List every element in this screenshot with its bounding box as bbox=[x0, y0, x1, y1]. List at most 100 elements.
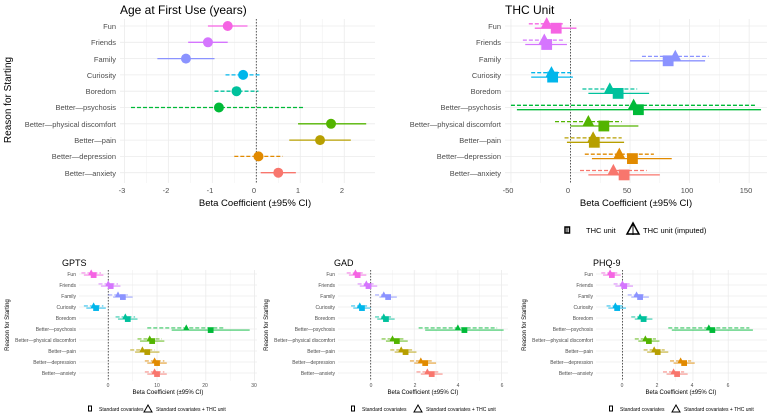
x-axis-label: Beta Coefficient (±95% CI) bbox=[580, 198, 692, 209]
plot-marks bbox=[81, 269, 250, 377]
y-tick-label: Better—psychosis bbox=[295, 327, 336, 333]
y-tick-label: Better—psychosis bbox=[553, 327, 594, 333]
x-axis-label: Beta Coefficient (±95% CI) bbox=[388, 390, 459, 396]
point-estimate-triangle bbox=[151, 368, 158, 375]
point-estimate-square bbox=[393, 338, 400, 344]
y-tick-label: Better—anxiety bbox=[450, 169, 502, 178]
panel-title: THC Unit bbox=[505, 3, 555, 17]
y-tick-label: Friends bbox=[476, 38, 501, 47]
y-tick-label: Better—depression bbox=[437, 152, 501, 161]
legend: Standard covariates Standard covariates … bbox=[609, 403, 754, 413]
point-estimate-triangle bbox=[650, 346, 658, 353]
square-marker-icon bbox=[564, 226, 571, 234]
y-tick-label: Better—depression bbox=[292, 360, 335, 366]
x-axis-label: Beta Coefficient (±95% CI) bbox=[646, 390, 717, 396]
legend-label: Standard covariates + THC unit bbox=[426, 407, 496, 413]
point-estimate bbox=[213, 102, 224, 113]
point-estimate-square bbox=[120, 294, 126, 300]
point-estimate bbox=[238, 69, 249, 80]
y-axis-label: Reason for Starting bbox=[264, 299, 270, 351]
point-estimate-square bbox=[550, 22, 562, 34]
point-estimate-square bbox=[640, 316, 647, 322]
y-tick-label: Better—anxiety bbox=[559, 371, 594, 377]
y-tick-label: Family bbox=[479, 55, 501, 64]
legend-label: Standard covariates bbox=[99, 407, 144, 413]
point-estimate-triangle bbox=[705, 324, 713, 331]
point-estimate-triangle bbox=[114, 291, 122, 298]
point-estimate-triangle bbox=[538, 33, 551, 45]
panel-phq9: PHQ-9 Fun Friends Family Curiosity Bored… bbox=[522, 258, 767, 413]
y-axis-label: Reason for Starting bbox=[5, 299, 11, 351]
point-estimate-square bbox=[428, 371, 435, 377]
point-estimate-triangle bbox=[612, 302, 619, 309]
x-tick-label: 150 bbox=[740, 186, 753, 195]
point-estimate-triangle bbox=[606, 269, 614, 276]
y-tick-label: Family bbox=[94, 55, 116, 64]
point-estimate-triangle bbox=[389, 335, 396, 342]
point-estimate-triangle bbox=[545, 66, 558, 78]
point-estimate-triangle bbox=[356, 302, 363, 309]
x-tick-label: 50 bbox=[623, 186, 631, 195]
x-tick-label: 6 bbox=[727, 383, 730, 389]
point-estimate-triangle bbox=[636, 313, 644, 320]
point-estimate-triangle bbox=[151, 357, 158, 364]
panel-thc-unit: THC Unit Fun Friends Family Curiosity Bo… bbox=[410, 3, 767, 235]
legend-label: Standard covariates bbox=[362, 407, 407, 413]
y-axis-label: Reason for Starting bbox=[3, 57, 14, 143]
point-estimate-square bbox=[612, 88, 624, 99]
point-estimate-triangle bbox=[139, 346, 146, 353]
panel-age-first-use: Age at First Use (years) Fun Friends Fam… bbox=[3, 3, 375, 209]
y-tick-label: Fun bbox=[488, 22, 501, 31]
x-tick-label: -3 bbox=[119, 186, 126, 195]
point-estimate-triangle bbox=[669, 49, 682, 61]
point-estimate-square bbox=[654, 349, 661, 355]
x-tick-label: 0 bbox=[621, 383, 624, 389]
plot-marks bbox=[346, 269, 504, 377]
x-tick-label: 100 bbox=[681, 186, 694, 195]
x-tick-label: 0 bbox=[566, 186, 570, 195]
y-tick-label: Friends bbox=[318, 283, 335, 289]
triangle-marker-icon bbox=[143, 403, 153, 413]
triangle-marker-icon bbox=[413, 403, 423, 413]
x-axis-label: Beta Coefficient (±95% CI) bbox=[133, 390, 204, 396]
y-tick-label: Better—psychosis bbox=[441, 103, 502, 112]
plot-marks bbox=[130, 21, 367, 178]
point-estimate-square bbox=[402, 349, 409, 355]
triangle-marker-icon bbox=[671, 403, 681, 413]
y-tick-label: Better—pain bbox=[307, 349, 335, 355]
y-tick-label: Boredom bbox=[315, 316, 335, 322]
point-estimate-triangle bbox=[424, 368, 431, 375]
x-tick-labels: -3 -2 -1 0 1 2 bbox=[119, 186, 344, 195]
panel-title: GAD bbox=[334, 258, 354, 268]
point-estimate-square bbox=[598, 120, 610, 132]
y-tick-label: Curiosity bbox=[472, 71, 501, 80]
legend: Standard covariates Standard covariates … bbox=[351, 403, 496, 413]
point-estimate-square bbox=[385, 294, 392, 300]
y-tick-labels: Fun Friends Family Curiosity Boredom Bet… bbox=[410, 22, 502, 178]
y-tick-label: Friends bbox=[91, 38, 116, 47]
y-tick-label: Family bbox=[320, 294, 335, 300]
y-tick-label: Better—psychosis bbox=[56, 103, 117, 112]
point-estimate-triangle bbox=[398, 346, 405, 353]
y-tick-label: Better—pain bbox=[48, 349, 76, 355]
y-tick-label: Fun bbox=[67, 272, 76, 278]
y-tick-label: Curiosity bbox=[57, 305, 77, 311]
y-tick-label: Better—physical discomfort bbox=[25, 120, 117, 129]
point-estimate bbox=[253, 151, 264, 162]
point-estimate-triangle bbox=[146, 335, 153, 342]
y-tick-label: Better—physical discomfort bbox=[274, 338, 335, 344]
point-estimate-triangle bbox=[582, 114, 595, 127]
y-tick-label: Better—pain bbox=[459, 136, 501, 145]
y-tick-label: Friends bbox=[576, 283, 593, 289]
point-estimate-square bbox=[681, 360, 688, 366]
y-tick-labels: Fun Friends Family Curiosity Boredom Bet… bbox=[15, 272, 76, 377]
panel-gad: GAD Fun Friends Family Curiosity Boredom… bbox=[264, 258, 508, 413]
point-estimate-square bbox=[674, 371, 680, 377]
x-tick-labels: 0 2 4 6 bbox=[621, 383, 730, 389]
point-estimate-triangle bbox=[122, 313, 129, 320]
point-estimate-triangle bbox=[607, 163, 620, 176]
y-tick-label: Curiosity bbox=[87, 71, 116, 80]
y-tick-label: Better—physical discomfort bbox=[410, 120, 502, 129]
